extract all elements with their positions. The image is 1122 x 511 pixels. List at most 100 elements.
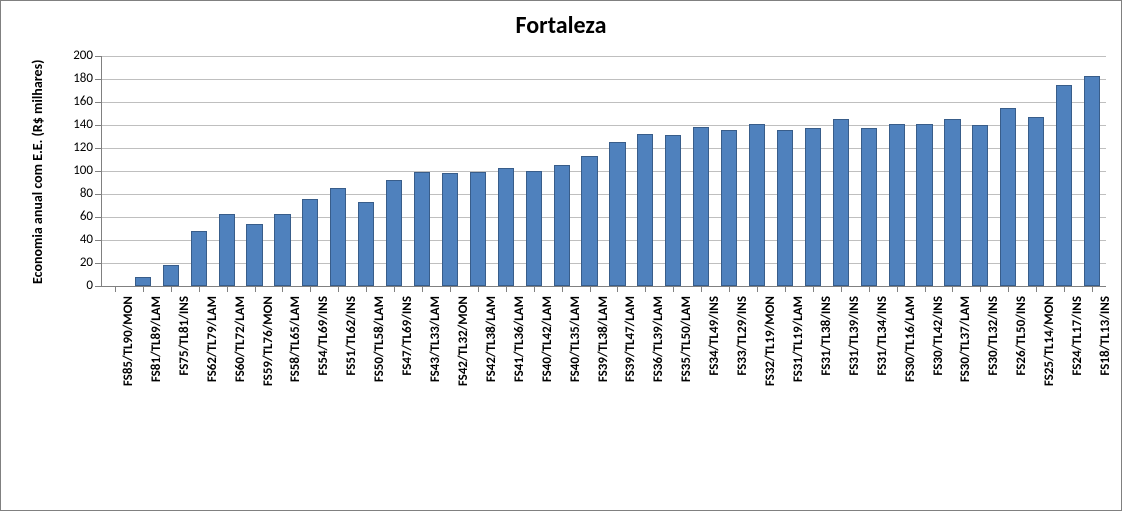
x-tick-label: FS30/TL16/LAM [903,296,918,496]
y-tick-label: 200 [53,48,93,63]
x-tick-label: FS54/TL69/INS [316,296,331,496]
gridline [101,79,1106,80]
bar [274,214,290,286]
x-tick-label: FS40/TL35/LAM [568,296,583,496]
x-tick-mark [143,286,144,292]
bar [358,202,374,286]
bar [777,130,793,286]
y-tick-label: 60 [53,209,93,224]
x-tick-mark [841,286,842,292]
x-tick-label: FS31/TL19/LAM [791,296,806,496]
x-tick-mark [785,286,786,292]
x-tick-label: FS62/TL79/LAM [205,296,220,496]
x-tick-mark [617,286,618,292]
x-tick-label: FS43/TL33/LAM [428,296,443,496]
x-tick-mark [394,286,395,292]
bar [833,119,849,286]
y-tick-label: 20 [53,255,93,270]
x-tick-mark [199,286,200,292]
bar [526,171,542,286]
gridline [101,56,1106,57]
bar [693,127,709,286]
y-axis-title: Economia anual com E.E. (R$ milhares) [29,59,46,284]
x-tick-mark [366,286,367,292]
bar [1084,76,1100,286]
x-tick-mark [282,286,283,292]
y-tick-label: 140 [53,117,93,132]
bar [163,265,179,286]
bar [861,128,877,286]
x-tick-mark [729,286,730,292]
bar [498,168,514,286]
x-tick-label: FS75/TL81/INS [177,296,192,496]
x-tick-mark [255,286,256,292]
x-tick-label: FS25/TL14/MON [1042,296,1057,496]
x-tick-label: FS30/TL32/INS [986,296,1001,496]
x-tick-mark [897,286,898,292]
bar [805,128,821,286]
x-tick-mark [645,286,646,292]
x-tick-label: FS51/TL62/INS [344,296,359,496]
bar [749,124,765,286]
x-tick-label: FS36/TL39/LAM [651,296,666,496]
x-tick-mark [534,286,535,292]
x-tick-label: FS60/TL72/LAM [233,296,248,496]
x-tick-label: FS50/TL58/LAM [372,296,387,496]
x-tick-mark [813,286,814,292]
y-tick-label: 0 [53,278,93,293]
x-tick-mark [478,286,479,292]
bar [916,124,932,286]
x-tick-mark [338,286,339,292]
x-tick-label: FS24/TL17/INS [1070,296,1085,496]
bar [1028,117,1044,286]
x-tick-mark [1064,286,1065,292]
bar [219,214,235,286]
y-tick-label: 160 [53,94,93,109]
x-tick-label: FS30/TL42/INS [931,296,946,496]
y-tick-label: 180 [53,71,93,86]
bar [135,277,151,286]
y-axis-line [101,56,102,286]
x-tick-mark [1092,286,1093,292]
x-tick-mark [757,286,758,292]
bar [246,224,262,286]
chart-frame: Fortaleza Economia anual com E.E. (R$ mi… [0,0,1122,511]
x-tick-label: FS40/TL42/LAM [540,296,555,496]
x-tick-label: FS31/TL38/INS [819,296,834,496]
x-tick-mark [227,286,228,292]
gridline [101,102,1106,103]
y-tick-label: 40 [53,232,93,247]
x-tick-label: FS39/TL47/LAM [623,296,638,496]
x-tick-mark [980,286,981,292]
x-tick-mark [171,286,172,292]
x-tick-label: FS39/TL38/LAM [596,296,611,496]
x-tick-mark [925,286,926,292]
bar [637,134,653,286]
x-tick-label: FS81/TL89/LAM [149,296,164,496]
bar [414,172,430,286]
x-tick-label: FS26/TL50/INS [1014,296,1029,496]
bar [191,231,207,286]
bar [554,165,570,286]
x-tick-label: FS42/TL32/MON [456,296,471,496]
bar [1000,108,1016,286]
x-tick-mark [952,286,953,292]
x-tick-label: FS34/TL49/INS [707,296,722,496]
x-tick-label: FS33/TL29/INS [735,296,750,496]
bar [442,173,458,286]
x-tick-mark [1036,286,1037,292]
bar [330,188,346,286]
x-tick-mark [673,286,674,292]
x-tick-mark [590,286,591,292]
bar [470,172,486,286]
plot-area [101,56,1106,286]
x-tick-label: FS47/TL69/INS [400,296,415,496]
x-tick-mark [1008,286,1009,292]
bar [386,180,402,286]
x-tick-label: FS58/TL65/LAM [288,296,303,496]
bar [609,142,625,286]
x-tick-mark [310,286,311,292]
bar [1056,85,1072,286]
y-tick-label: 120 [53,140,93,155]
bar [665,135,681,286]
